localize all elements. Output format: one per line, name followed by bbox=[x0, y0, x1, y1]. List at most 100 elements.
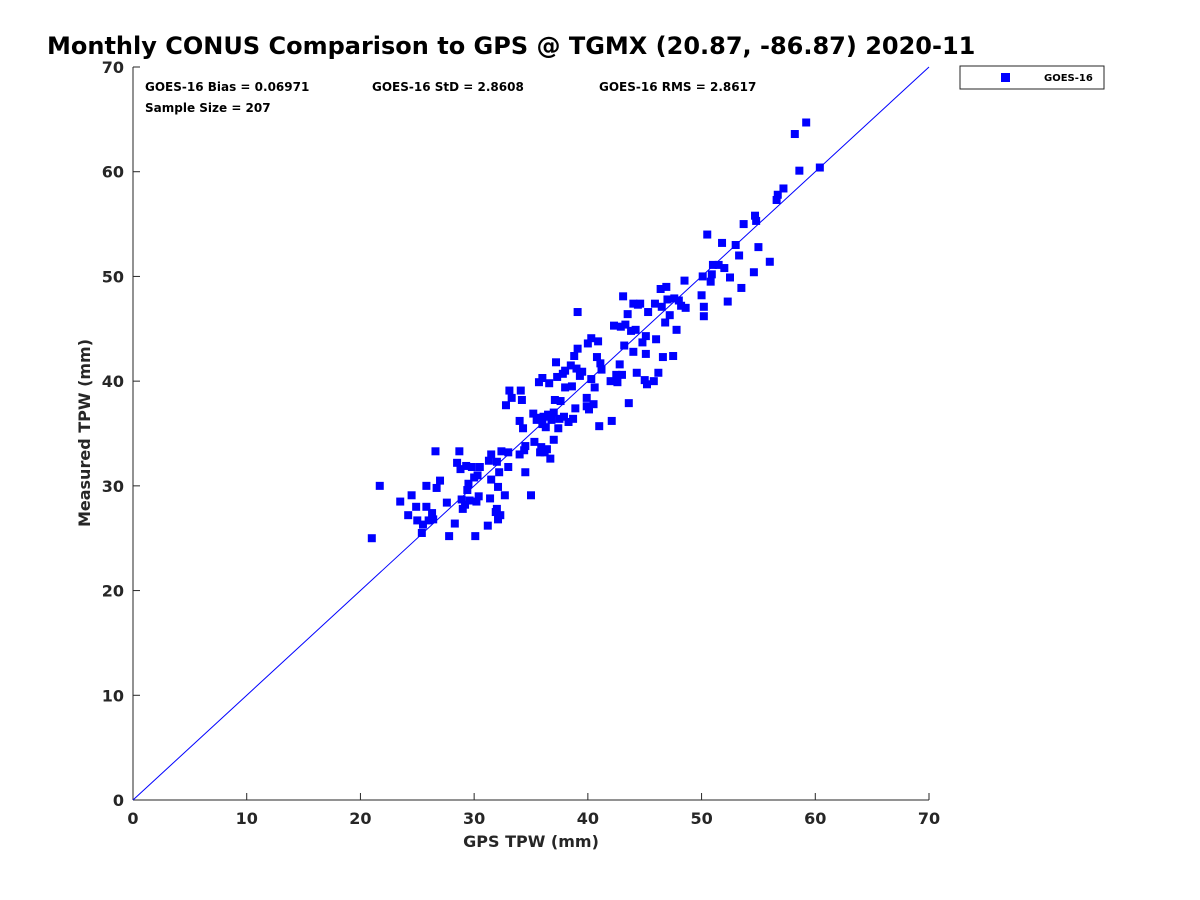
data-point bbox=[487, 475, 496, 484]
data-point bbox=[662, 282, 671, 291]
data-point bbox=[545, 379, 554, 388]
data-point bbox=[542, 445, 551, 454]
x-tick-label: 0 bbox=[127, 809, 138, 828]
data-point bbox=[494, 482, 503, 491]
data-point bbox=[467, 463, 476, 472]
data-point bbox=[445, 532, 454, 541]
data-point bbox=[677, 301, 686, 310]
data-point bbox=[529, 409, 538, 418]
data-point bbox=[631, 325, 640, 334]
data-point bbox=[555, 414, 564, 423]
data-point bbox=[597, 365, 606, 374]
data-point bbox=[463, 486, 472, 495]
data-point bbox=[473, 471, 482, 480]
x-tick-label: 20 bbox=[349, 809, 371, 828]
data-point bbox=[573, 344, 582, 353]
data-point bbox=[496, 511, 505, 520]
data-point bbox=[708, 260, 717, 269]
data-point bbox=[517, 395, 526, 404]
data-point bbox=[616, 322, 625, 331]
data-point bbox=[534, 378, 543, 387]
data-point bbox=[483, 521, 492, 530]
data-point bbox=[428, 509, 437, 518]
data-point bbox=[657, 302, 666, 311]
data-point bbox=[564, 417, 573, 426]
data-point bbox=[680, 276, 689, 285]
data-point bbox=[815, 163, 824, 172]
data-point bbox=[404, 511, 413, 520]
data-point bbox=[703, 230, 712, 239]
data-point bbox=[541, 423, 550, 432]
x-tick-label: 60 bbox=[804, 809, 826, 828]
data-point bbox=[497, 447, 506, 456]
data-point bbox=[582, 393, 591, 402]
stat-sample-size: Sample Size = 207 bbox=[145, 101, 271, 115]
data-point bbox=[544, 410, 553, 419]
data-point bbox=[706, 277, 715, 286]
data-point bbox=[432, 483, 441, 492]
data-point bbox=[587, 375, 596, 384]
y-tick-label: 70 bbox=[102, 58, 124, 77]
data-point bbox=[462, 461, 471, 470]
data-point bbox=[519, 424, 528, 433]
data-point bbox=[486, 494, 495, 503]
data-point bbox=[575, 371, 584, 380]
data-point bbox=[640, 376, 649, 385]
data-point bbox=[412, 502, 421, 511]
data-point bbox=[714, 260, 723, 269]
y-tick-label: 60 bbox=[102, 163, 124, 182]
data-point bbox=[621, 320, 630, 329]
data-point bbox=[765, 257, 774, 266]
legend-marker-goes-16 bbox=[1001, 73, 1010, 82]
data-point bbox=[375, 481, 384, 490]
data-point bbox=[549, 408, 558, 417]
data-point bbox=[572, 364, 581, 373]
data-point bbox=[424, 516, 433, 525]
data-point bbox=[569, 414, 578, 423]
data-point bbox=[455, 447, 464, 456]
goes-16-series bbox=[367, 118, 824, 543]
y-tick-label: 40 bbox=[102, 372, 124, 391]
data-point bbox=[627, 326, 636, 335]
y-tick-label: 10 bbox=[102, 686, 124, 705]
data-point bbox=[515, 416, 524, 425]
data-point bbox=[623, 310, 632, 319]
data-point bbox=[749, 268, 758, 277]
data-point bbox=[501, 401, 510, 410]
x-tick-label: 40 bbox=[577, 809, 599, 828]
x-axis-label: GPS TPW (mm) bbox=[463, 832, 599, 851]
data-point bbox=[536, 448, 545, 457]
data-point bbox=[472, 497, 481, 506]
data-point bbox=[521, 468, 530, 477]
data-point bbox=[474, 492, 483, 501]
data-point bbox=[752, 216, 761, 225]
data-point bbox=[641, 349, 650, 358]
x-tick-label: 70 bbox=[918, 809, 940, 828]
data-point bbox=[790, 130, 799, 139]
data-point bbox=[595, 422, 604, 431]
data-point bbox=[429, 515, 438, 524]
data-point bbox=[464, 479, 473, 488]
data-point bbox=[590, 383, 599, 392]
statistics-panel: GOES-16 Bias = 0.06971 GOES-16 StD = 2.8… bbox=[145, 80, 756, 115]
data-point bbox=[795, 166, 804, 175]
data-point bbox=[407, 491, 416, 500]
data-point bbox=[661, 318, 670, 327]
data-point bbox=[642, 380, 651, 389]
data-point bbox=[594, 337, 603, 346]
data-point bbox=[567, 382, 576, 391]
data-point bbox=[561, 366, 570, 375]
data-point bbox=[495, 468, 504, 477]
data-point bbox=[556, 397, 565, 406]
data-point bbox=[632, 368, 641, 377]
data-point bbox=[458, 504, 467, 513]
x-tick-label: 50 bbox=[690, 809, 712, 828]
data-point bbox=[665, 311, 674, 320]
y-tick-label: 50 bbox=[102, 267, 124, 286]
data-point bbox=[656, 284, 665, 293]
data-point bbox=[492, 504, 501, 513]
data-point bbox=[527, 491, 535, 500]
data-point bbox=[617, 370, 626, 379]
data-point bbox=[533, 413, 542, 422]
legend-box bbox=[959, 65, 1105, 90]
